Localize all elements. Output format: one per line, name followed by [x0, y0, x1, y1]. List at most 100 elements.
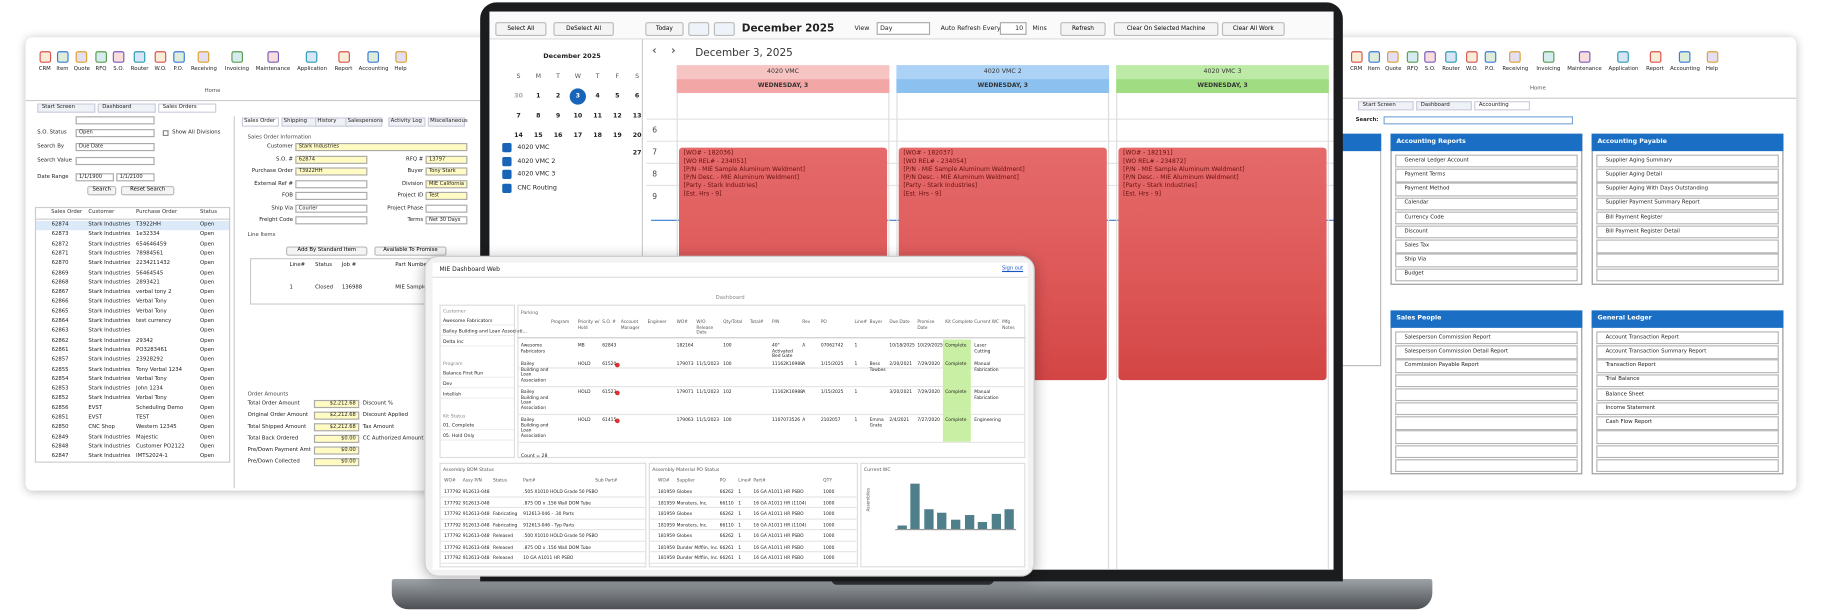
day[interactable]: 30 — [514, 93, 523, 100]
filter-item[interactable]: 05. Hold Only — [442, 432, 475, 439]
filter-item[interactable]: Delta Inc — [442, 338, 464, 345]
day[interactable]: 19 — [612, 132, 622, 140]
form-tab-label[interactable]: Miscellaneous — [430, 118, 468, 125]
panel-item[interactable]: Commission Payable Report — [1404, 362, 1479, 369]
form-tab-label[interactable]: History — [317, 118, 337, 125]
machine-checkbox[interactable] — [502, 143, 512, 153]
panel-item[interactable]: General Ledger Account — [1404, 157, 1469, 164]
panel-item[interactable]: Bill Payment Register — [1605, 214, 1663, 221]
panel-item[interactable]: Currency Code — [1404, 214, 1444, 221]
atp-button[interactable]: Available To Promise — [374, 246, 447, 256]
panel-item[interactable]: Account Transaction Report — [1605, 334, 1679, 341]
form-tab[interactable] — [345, 117, 383, 127]
panel-item[interactable]: Discount — [1404, 228, 1428, 235]
machine-checkbox[interactable] — [502, 169, 512, 180]
ribbon-icon[interactable] — [394, 51, 407, 63]
tab[interactable] — [37, 103, 96, 113]
panel-row[interactable] — [1596, 154, 1779, 168]
panel-item[interactable]: Ship Via — [1404, 257, 1427, 263]
panel-row[interactable] — [1395, 239, 1578, 253]
day[interactable]: 12 — [612, 112, 622, 120]
deselect-all[interactable]: DeSelect All — [553, 22, 614, 37]
reset-button[interactable]: Reset Search — [120, 186, 175, 196]
ribbon-icon[interactable] — [1387, 51, 1400, 63]
panel-item[interactable]: Balance Sheet — [1605, 391, 1645, 398]
field-input[interactable]: Courier — [295, 204, 368, 213]
tab-label[interactable]: Dashboard — [1420, 102, 1450, 109]
interval-input[interactable]: 10 — [999, 22, 1027, 35]
field-input[interactable] — [295, 179, 368, 188]
day[interactable]: 10 — [573, 112, 583, 120]
panel-row[interactable] — [1596, 402, 1779, 416]
ribbon-icon[interactable] — [154, 51, 167, 63]
tab[interactable] — [158, 103, 217, 113]
panel-item[interactable]: Supplier Aging Detail — [1605, 172, 1663, 178]
field-input[interactable] — [425, 204, 468, 213]
ribbon-icon[interactable] — [1542, 51, 1555, 63]
panel-item[interactable]: Supplier Payment Summary Report — [1605, 200, 1700, 207]
field-input[interactable]: Stark Industries — [295, 143, 468, 152]
panel-item[interactable]: Salesperson Commission Detail Report — [1404, 348, 1509, 355]
tab[interactable] — [1474, 101, 1531, 111]
field-input[interactable]: MIE California — [425, 179, 468, 188]
search-button[interactable]: Search — [87, 186, 117, 196]
tab[interactable] — [1416, 101, 1472, 111]
work-order[interactable] — [1118, 147, 1327, 381]
day[interactable]: 14 — [514, 132, 523, 140]
ribbon-icon[interactable] — [267, 51, 279, 63]
field-input[interactable]: T3922HH — [295, 167, 368, 176]
panel-row[interactable] — [1596, 359, 1779, 373]
panel-row[interactable] — [1395, 359, 1578, 373]
view-select[interactable]: Day — [876, 22, 931, 35]
day[interactable]: 20 — [632, 132, 642, 140]
panel-item[interactable]: Payment Terms — [1404, 172, 1446, 178]
ribbon-icon[interactable] — [1706, 51, 1718, 63]
panel-row[interactable] — [1596, 331, 1779, 345]
day[interactable]: 11 — [593, 112, 602, 120]
panel-item[interactable]: Budget — [1404, 271, 1424, 278]
day[interactable]: 9 — [555, 112, 561, 120]
ribbon-icon[interactable] — [1617, 51, 1630, 63]
day[interactable]: 6 — [634, 93, 640, 100]
filter-item[interactable]: Awesome Fabricators — [442, 317, 493, 324]
panel-row[interactable] — [1395, 211, 1578, 225]
filter-select[interactable]: Due Date — [75, 143, 155, 152]
tab-label[interactable]: Dashboard — [102, 104, 132, 111]
panel-row[interactable] — [1395, 268, 1578, 282]
day[interactable]: 5 — [615, 93, 620, 100]
panel-row[interactable] — [1596, 211, 1779, 225]
day[interactable]: 18 — [593, 132, 602, 140]
field-input[interactable] — [295, 191, 368, 200]
day[interactable]: 8 — [536, 112, 541, 120]
panel-item[interactable]: Supplier Aging With Days Outstanding — [1605, 186, 1709, 193]
ribbon-icon[interactable] — [76, 51, 88, 63]
ribbon-icon[interactable] — [56, 51, 69, 63]
panel-item[interactable]: Income Statement — [1605, 405, 1656, 412]
ribbon-icon[interactable] — [1649, 51, 1661, 63]
panel-row[interactable] — [1395, 197, 1578, 211]
panel-item[interactable]: Cash Flow Report — [1605, 419, 1653, 426]
form-tab-label[interactable]: Sales Order — [244, 118, 276, 125]
ribbon-icon[interactable] — [198, 51, 210, 63]
next-button[interactable] — [713, 22, 735, 37]
day[interactable]: 13 — [632, 112, 642, 120]
panel-row[interactable] — [1596, 168, 1779, 183]
machine-checkbox[interactable] — [502, 156, 512, 166]
panel-row[interactable] — [1395, 168, 1578, 183]
day[interactable]: 16 — [553, 132, 563, 140]
day[interactable]: 17 — [573, 132, 583, 140]
date-to[interactable]: 1/1/2100 — [116, 173, 155, 182]
filter-item[interactable]: Intellish — [442, 390, 462, 397]
ribbon-icon[interactable] — [1679, 51, 1691, 63]
panel-item[interactable]: Supplier Aging Summary — [1605, 157, 1673, 164]
panel-row[interactable] — [1395, 154, 1578, 168]
refresh[interactable]: Refresh — [1060, 22, 1106, 37]
ribbon-icon[interactable] — [1466, 51, 1478, 63]
ribbon-icon[interactable] — [1509, 51, 1522, 63]
ribbon-icon[interactable] — [172, 51, 185, 63]
ribbon-icon[interactable] — [1578, 51, 1591, 63]
date-from[interactable]: 1/1/1900 — [75, 173, 114, 182]
ribbon-icon[interactable] — [1350, 51, 1363, 63]
field-input[interactable]: 13797 — [425, 155, 468, 164]
add-button[interactable]: Add By Standard Item — [286, 246, 368, 256]
